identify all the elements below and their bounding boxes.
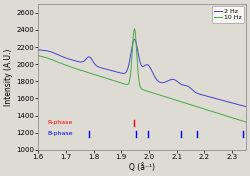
10 Hz (64, 64, 67, 66)
Text: B-phase: B-phase (48, 131, 73, 136)
2 Hz (64, 57, 67, 59)
2 Hz (106, 69, 110, 71)
2 Hz (150, 70, 153, 72)
10 Hz (36, 55, 40, 57)
Text: R-phase: R-phase (48, 120, 73, 125)
2 Hz (244, 106, 247, 108)
2 Hz (146, 64, 149, 66)
Line: 2 Hz: 2 Hz (38, 39, 246, 107)
Line: 10 Hz: 10 Hz (38, 29, 246, 122)
2 Hz (127, 66, 130, 68)
10 Hz (150, 92, 153, 94)
10 Hz (244, 121, 247, 123)
10 Hz (146, 90, 149, 92)
10 Hz (133, 28, 136, 30)
2 Hz (72, 59, 74, 61)
2 Hz (133, 38, 136, 40)
Y-axis label: Intensity (A.U.): Intensity (A.U.) (4, 48, 13, 106)
10 Hz (106, 78, 110, 80)
10 Hz (72, 67, 74, 69)
Legend: 2 Hz, 10 Hz: 2 Hz, 10 Hz (212, 6, 244, 23)
X-axis label: Q (å⁻¹): Q (å⁻¹) (129, 163, 155, 172)
2 Hz (36, 49, 40, 51)
10 Hz (127, 83, 130, 85)
